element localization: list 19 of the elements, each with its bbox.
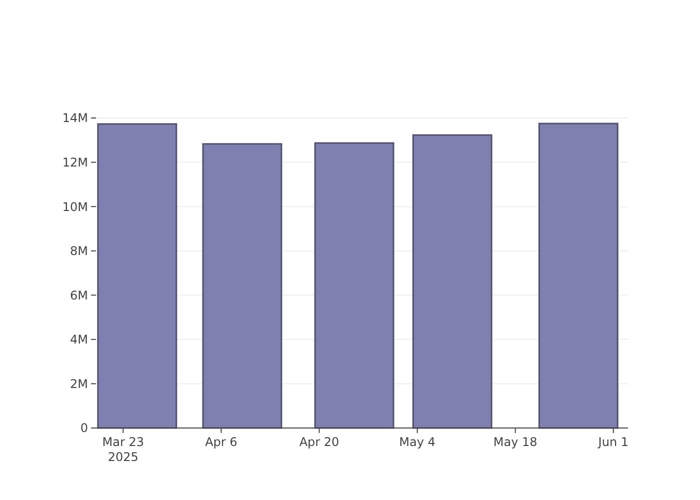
y-tick-label: 0: [80, 421, 88, 436]
x-tick-label: Jun 1: [597, 435, 629, 449]
bar: [314, 142, 394, 429]
y-tick-label: 8M: [70, 244, 88, 258]
y-tick-label: 4M: [70, 332, 88, 347]
y-tick-label: 10M: [62, 200, 88, 214]
bar: [97, 123, 178, 429]
x-tick-label: May 4: [399, 435, 436, 449]
x-tick-label: Apr 20: [299, 435, 340, 449]
x-tick-label: Mar 23 2025: [102, 435, 144, 464]
bar: [202, 143, 282, 429]
x-tick-label: Apr 6: [205, 435, 238, 449]
y-tick-label: 2M: [70, 376, 88, 391]
x-tick-label: May 18: [493, 435, 538, 449]
y-tick-label: 6M: [70, 288, 88, 302]
bar: [538, 122, 618, 429]
y-tick-label: 14M: [62, 111, 88, 126]
bar: [412, 134, 492, 429]
y-tick-label: 12M: [62, 155, 88, 170]
